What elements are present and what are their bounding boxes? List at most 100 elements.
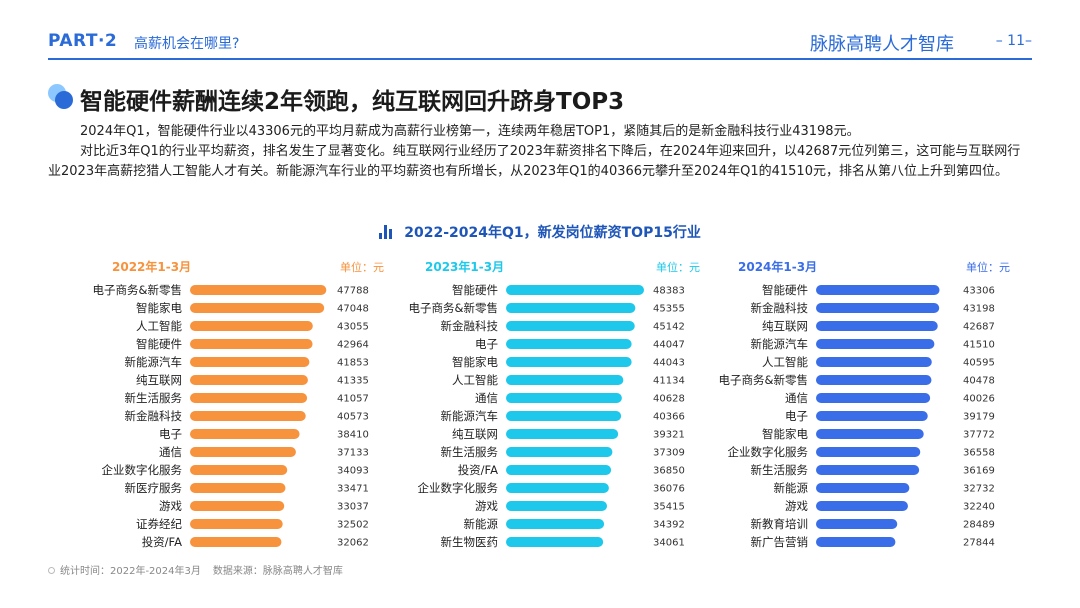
category-label: 新能源 (464, 517, 499, 531)
panel-unit-label: 单位：元 (340, 261, 384, 274)
value-label: 45142 (653, 322, 685, 333)
category-label: 企业数字化服务 (418, 481, 499, 495)
bar (816, 285, 940, 295)
bar (190, 537, 282, 547)
bar (506, 339, 632, 349)
bar-row: 企业数字化服务 34093 (102, 463, 369, 477)
bar-row: 电子商务&新零售 47788 (93, 283, 369, 297)
brand-name: 脉脉高聘人才智库 (810, 34, 954, 55)
category-label: 投资/FA (458, 463, 498, 477)
category-label: 人工智能 (136, 319, 182, 333)
bar-row: 新金融科技 43198 (751, 301, 995, 315)
value-label: 38410 (337, 430, 369, 441)
category-label: 新生物医药 (441, 535, 499, 549)
bar-row: 新生活服务 41057 (125, 391, 369, 405)
bar-row: 新能源汽车 41510 (751, 337, 995, 351)
value-label: 36169 (963, 466, 995, 477)
bar (816, 375, 932, 385)
bar-row: 新生活服务 36169 (751, 463, 995, 477)
category-label: 新生活服务 (441, 445, 499, 459)
category-label: 游戏 (159, 499, 182, 513)
part-label: PART·2 (48, 31, 118, 51)
value-label: 40573 (337, 412, 369, 423)
bar (506, 393, 622, 403)
value-label: 34093 (337, 466, 369, 477)
value-label: 34392 (653, 520, 685, 531)
value-label: 37133 (337, 448, 369, 459)
bubble-icon (48, 84, 74, 110)
chart-panel-2022: 2022年1-3月 单位：元 电子商务&新零售 47788 智能家电 47048 人工智… (84, 258, 384, 550)
category-label: 人工智能 (762, 355, 808, 369)
bar (506, 519, 605, 529)
value-label: 47048 (337, 304, 369, 315)
bar (506, 447, 613, 457)
summary-paragraph-2: 对比近3年Q1的行业平均薪资，排名发生了显著变化。纯互联网行业经历了2023年薪… (48, 144, 1021, 179)
page-header: PART·2 高薪机会在哪里? 脉脉高聘人才智库 – 11– (48, 28, 1032, 60)
value-label: 43198 (963, 304, 995, 315)
category-label: 电子商务&新零售 (719, 373, 808, 387)
category-label: 电子商务&新零售 (409, 301, 498, 315)
category-label: 新能源汽车 (751, 337, 809, 351)
category-label: 新金融科技 (751, 301, 809, 315)
value-label: 33471 (337, 484, 369, 495)
value-label: 34061 (653, 538, 685, 549)
value-label: 36850 (653, 466, 685, 477)
category-label: 新生活服务 (125, 391, 183, 405)
value-label: 37309 (653, 448, 685, 459)
bar-row: 新能源汽车 41853 (125, 355, 369, 369)
bar-row: 新金融科技 45142 (441, 319, 685, 333)
bar-row: 游戏 32240 (785, 499, 995, 513)
panel-period-label: 2022年1-3月 (112, 260, 192, 274)
summary-paragraph-1: 2024年Q1，智能硬件行业以43306元的平均月薪成为高薪行业榜第一，连续两年… (80, 124, 860, 139)
category-label: 企业数字化服务 (102, 463, 183, 477)
value-label: 44047 (653, 340, 685, 351)
bar (816, 303, 940, 313)
value-label: 28489 (963, 520, 995, 531)
bar-chart-2022: 电子商务&新零售 47788 智能家电 47048 人工智能 43055 智能硬件 42964… (93, 283, 369, 549)
value-label: 42964 (337, 340, 369, 351)
bar-row: 投资/FA 36850 (458, 463, 685, 477)
value-label: 32502 (337, 520, 369, 531)
chart-title-block: 2022-2024年Q1，新发岗位薪资TOP15行业 (0, 222, 1080, 244)
bar (190, 429, 300, 439)
bar-row: 纯互联网 41335 (136, 373, 369, 387)
bar (816, 357, 932, 367)
chart-panel-2024: 2024年1-3月 单位：元 智能硬件 43306 新金融科技 43198 纯互联网 42… (710, 258, 1010, 550)
bar (506, 501, 608, 511)
bar (816, 393, 931, 403)
footer: 统计时间：2022年-2024年3月 数据来源：脉脉高聘人才智库 (48, 562, 355, 577)
bar-row: 通信 37133 (159, 445, 369, 459)
bar-row: 企业数字化服务 36076 (418, 481, 685, 495)
bar (506, 429, 619, 439)
panel-unit-label: 单位：元 (656, 261, 700, 274)
category-label: 通信 (785, 391, 808, 405)
bar (816, 537, 896, 547)
value-label: 41057 (337, 394, 369, 405)
bar (816, 429, 924, 439)
bar (816, 501, 908, 511)
bar (190, 519, 283, 529)
bar (506, 483, 609, 493)
panel-period-label: 2024年1-3月 (738, 260, 818, 274)
category-label: 纯互联网 (136, 373, 182, 387)
bar (190, 357, 310, 367)
bar (190, 447, 296, 457)
category-label: 新金融科技 (125, 409, 183, 423)
category-label: 智能硬件 (136, 337, 182, 351)
bar-row: 通信 40628 (475, 391, 685, 405)
bar (506, 537, 604, 547)
bar-row: 智能家电 47048 (136, 301, 369, 315)
value-label: 40628 (653, 394, 685, 405)
bar (506, 357, 632, 367)
value-label: 37772 (963, 430, 995, 441)
category-label: 电子商务&新零售 (93, 283, 182, 297)
category-label: 证券经纪 (136, 517, 182, 531)
bar-row: 智能硬件 42964 (136, 337, 369, 351)
bar-chart-2023: 智能硬件 48383 电子商务&新零售 45355 新金融科技 45142 电子 44047 智… (409, 283, 685, 549)
bar (190, 339, 313, 349)
panel-period-label: 2023年1-3月 (425, 260, 505, 274)
category-label: 新医疗服务 (125, 481, 183, 495)
bar (190, 393, 308, 403)
bar-row: 智能家电 44043 (452, 355, 685, 369)
value-label: 39321 (653, 430, 685, 441)
